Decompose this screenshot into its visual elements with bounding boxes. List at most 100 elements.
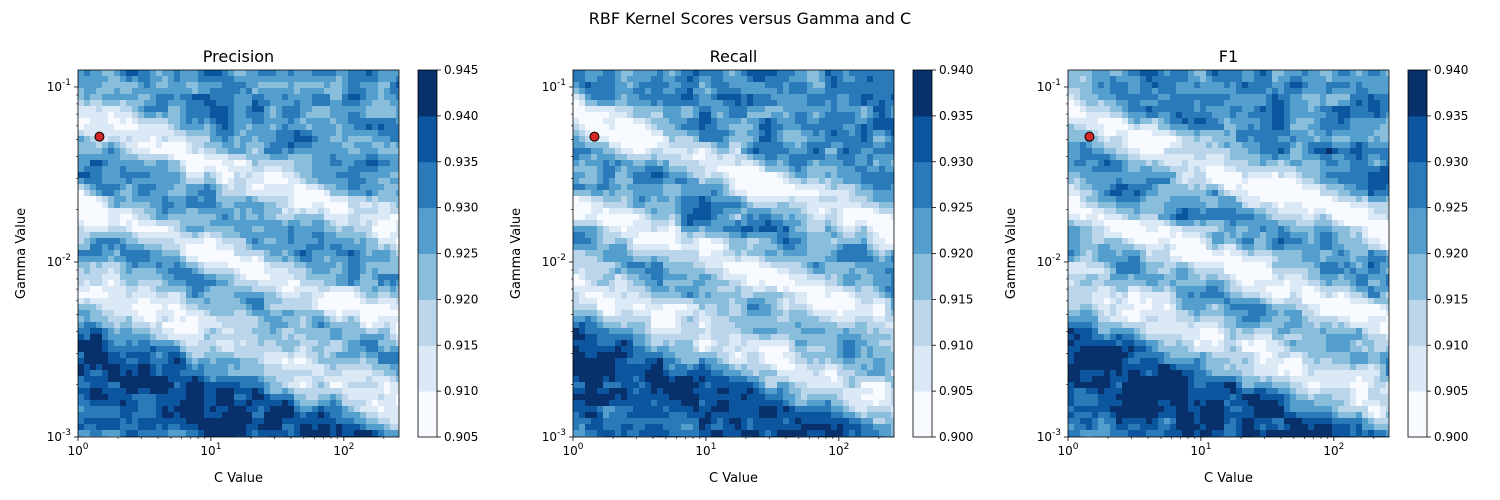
contour-cell <box>264 382 271 389</box>
contour-cell <box>192 280 199 287</box>
contour-cell <box>198 118 205 125</box>
contour-cell <box>96 214 103 221</box>
contour-cell <box>114 118 121 125</box>
contour-cell <box>144 184 151 191</box>
contour-cell <box>360 424 367 431</box>
contour-cell <box>108 352 115 359</box>
contour-cell <box>156 400 163 407</box>
contour-cell <box>384 112 391 119</box>
contour-cell <box>825 232 832 239</box>
contour-cell <box>306 184 313 191</box>
contour-cell <box>138 358 145 365</box>
contour-cell <box>210 118 217 125</box>
contour-cell <box>174 268 181 275</box>
contour-cell <box>330 370 337 377</box>
contour-cell <box>258 172 265 179</box>
contour-cell <box>162 262 169 269</box>
contour-cell <box>348 232 355 239</box>
contour-cell <box>96 430 103 437</box>
contour-cell <box>318 280 325 287</box>
contour-cell <box>366 202 373 209</box>
contour-cell <box>384 340 391 347</box>
contour-cell <box>711 94 718 101</box>
contour-cell <box>216 436 223 437</box>
contour-cell <box>186 370 193 377</box>
contour-cell <box>591 220 598 227</box>
contour-cell <box>78 136 85 143</box>
contour-cell <box>867 232 874 239</box>
contour-cell <box>264 370 271 377</box>
contour-cell <box>120 70 127 77</box>
contour-cell <box>645 238 652 245</box>
contour-cell <box>270 148 277 155</box>
contour-cell <box>621 76 628 83</box>
contour-cell <box>102 172 109 179</box>
contour-cell <box>384 94 391 101</box>
contour-cell <box>120 172 127 179</box>
contour-cell <box>603 130 610 137</box>
contour-cell <box>174 274 181 281</box>
contour-cell <box>783 76 790 83</box>
contour-cell <box>330 418 337 425</box>
contour-cell <box>699 70 706 77</box>
contour-cell <box>639 154 646 161</box>
contour-cell <box>771 220 778 227</box>
contour-cell <box>138 238 145 245</box>
contour-cell <box>330 292 337 299</box>
contour-cell <box>759 130 766 137</box>
contour-cell <box>861 178 868 185</box>
contour-cell <box>282 370 289 377</box>
contour-cell <box>162 352 169 359</box>
contour-cell <box>705 196 712 203</box>
contour-cell <box>210 370 217 377</box>
contour-cell <box>282 394 289 401</box>
contour-cell <box>282 226 289 233</box>
contour-cell <box>324 328 331 335</box>
contour-cell <box>90 256 97 263</box>
contour-cell <box>819 226 826 233</box>
contour-cell <box>234 364 241 371</box>
contour-cell <box>354 160 361 167</box>
contour-cell <box>132 352 139 359</box>
contour-cell <box>579 82 586 89</box>
contour-cell <box>228 196 235 203</box>
contour-cell <box>126 262 133 269</box>
contour-cell <box>807 82 814 89</box>
contour-cell <box>150 334 157 341</box>
contour-cell <box>723 76 730 83</box>
contour-cell <box>144 124 151 131</box>
contour-cell <box>312 412 319 419</box>
contour-cell <box>621 178 628 185</box>
contour-cell <box>324 280 331 287</box>
contour-cell <box>84 130 91 137</box>
contour-cell <box>318 118 325 125</box>
contour-cell <box>717 214 724 221</box>
contour-cell <box>687 106 694 113</box>
contour-cell <box>282 280 289 287</box>
contour-cell <box>246 358 253 365</box>
contour-cell <box>675 226 682 233</box>
contour-cell <box>609 82 616 89</box>
contour-cell <box>252 400 259 407</box>
contour-cell <box>342 106 349 113</box>
contour-cell <box>378 202 385 209</box>
contour-cell <box>825 190 832 197</box>
contour-cell <box>324 100 331 107</box>
contour-cell <box>579 136 586 143</box>
contour-cell <box>330 262 337 269</box>
contour-cell <box>891 142 894 149</box>
contour-cell <box>162 358 169 365</box>
contour-cell <box>186 304 193 311</box>
contour-cell <box>609 214 616 221</box>
contour-cell <box>294 280 301 287</box>
contour-cell <box>228 328 235 335</box>
contour-cell <box>855 190 862 197</box>
contour-cell <box>204 406 211 413</box>
contour-cell <box>396 244 399 251</box>
contour-cell <box>126 274 133 281</box>
contour-cell <box>354 196 361 203</box>
contour-cell <box>222 184 229 191</box>
contour-cell <box>585 142 592 149</box>
contour-cell <box>360 172 367 179</box>
contour-cell <box>234 388 241 395</box>
